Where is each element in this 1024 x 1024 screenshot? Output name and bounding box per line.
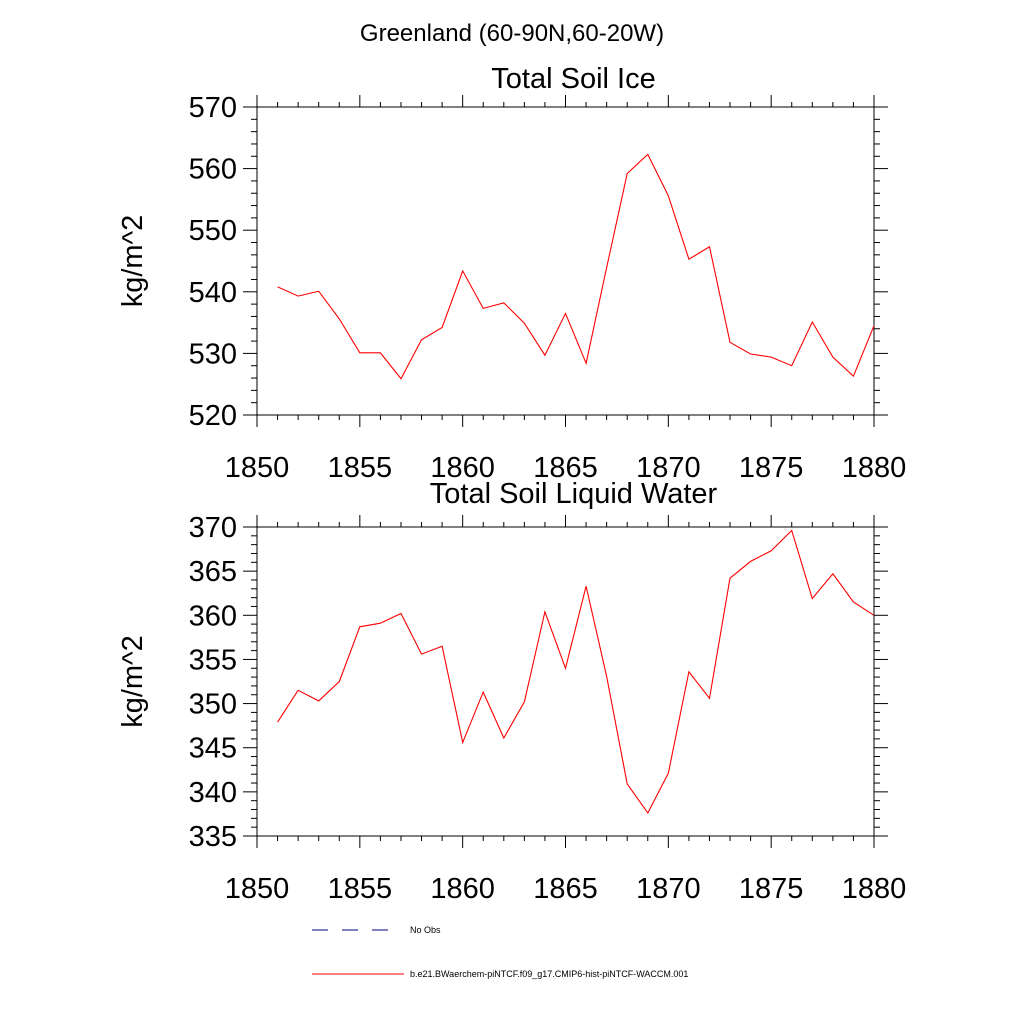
x-tick-label: 1850: [225, 452, 290, 484]
x-tick-label: 1875: [739, 452, 804, 484]
x-tick-label: 1860: [430, 873, 495, 905]
chart-title: Total Soil Liquid Water: [430, 478, 718, 510]
chart-title: Total Soil Ice: [491, 63, 655, 95]
y-tick-label: 530: [189, 338, 237, 370]
plot-frame: [256, 526, 875, 837]
x-tick-label: 1860: [430, 452, 495, 484]
plot-frame: [256, 106, 875, 416]
legend: No Obs b.e21.BWaerchem-piNTCF.f09_g17.CM…: [312, 925, 688, 979]
x-tick-label: 1850: [225, 873, 290, 905]
series-line-model: [277, 529, 875, 815]
legend-model-label: b.e21.BWaerchem-piNTCF.f09_g17.CMIP6-his…: [410, 969, 688, 979]
y-tick-label: 340: [189, 777, 237, 809]
legend-obs-label: No Obs: [410, 925, 441, 935]
x-tick-label: 1880: [842, 873, 907, 905]
x-tick-label: 1870: [636, 452, 701, 484]
x-tick-label: 1855: [328, 452, 393, 484]
y-tick-label: 520: [189, 400, 237, 432]
y-tick-label: 335: [189, 821, 237, 853]
y-tick-label: 355: [189, 644, 237, 676]
x-tick-label: 1880: [842, 452, 907, 484]
y-axis-label: kg/m^2: [117, 635, 149, 728]
y-tick-label: 345: [189, 733, 237, 765]
y-axis-label: kg/m^2: [117, 215, 149, 308]
figure-title: Greenland (60-90N,60-20W): [360, 20, 664, 47]
y-tick-label: 550: [189, 215, 237, 247]
y-tick-label: 370: [189, 512, 237, 544]
chart-panel-soil-ice: Total Soil Ice kg/m^2 1850 1855 1860 1865 1870…: [117, 63, 906, 484]
y-tick-label: 365: [189, 556, 237, 588]
y-tick-label: 350: [189, 689, 237, 721]
x-tick-label: 1865: [533, 452, 598, 484]
chart-panel-soil-liquid-water: Total Soil Liquid Water kg/m^2 1850 1855 186…: [117, 478, 906, 905]
series-line-model: [277, 153, 875, 380]
y-tick-label: 560: [189, 154, 237, 186]
x-tick-label: 1855: [328, 873, 393, 905]
x-tick-label: 1865: [533, 873, 598, 905]
x-tick-label: 1875: [739, 873, 804, 905]
x-tick-label: 1870: [636, 873, 701, 905]
y-tick-label: 360: [189, 600, 237, 632]
y-tick-label: 540: [189, 277, 237, 309]
y-tick-label: 570: [189, 92, 237, 124]
